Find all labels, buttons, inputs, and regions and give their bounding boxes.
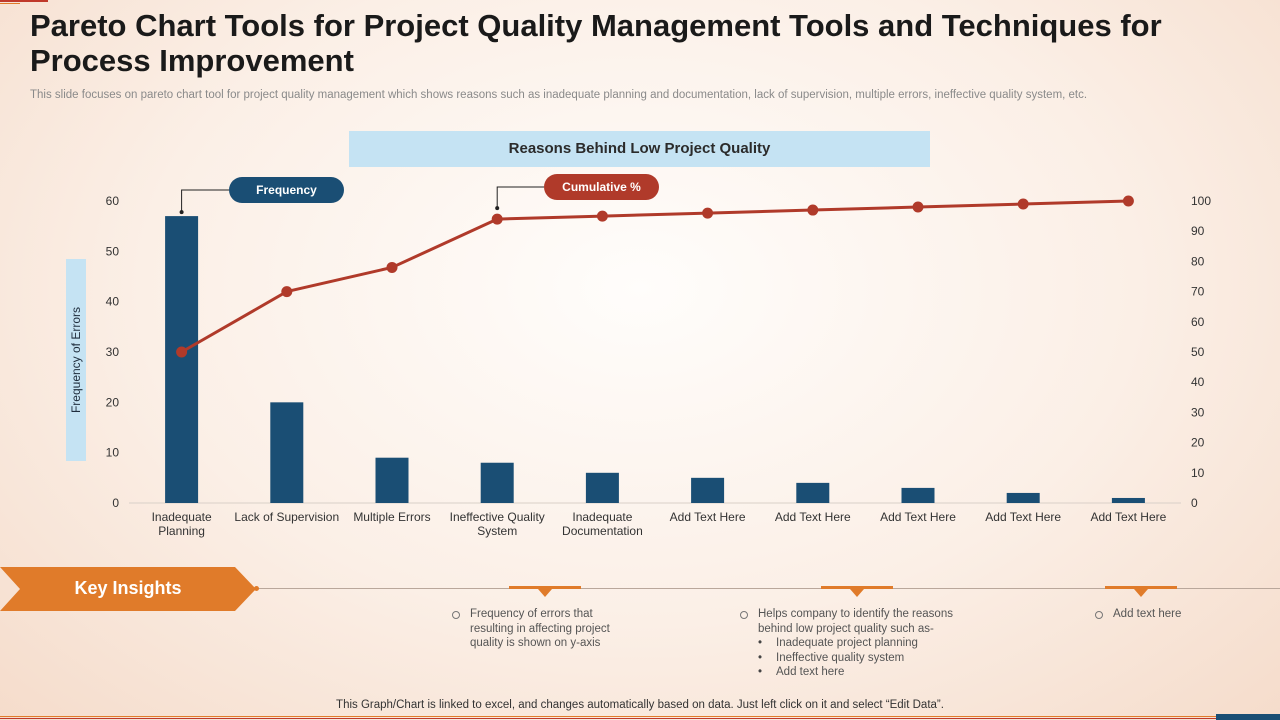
y-right-tick-label: 20 <box>1191 436 1205 450</box>
insight-2-line-2: behind low project quality such as- <box>758 622 934 635</box>
insights-divider-dot <box>254 586 259 591</box>
x-tick-label: Documentation <box>562 524 643 538</box>
cumulative-point <box>386 261 398 273</box>
y-right-tick-label: 30 <box>1191 405 1205 419</box>
frequency-callout: Frequency <box>229 177 344 203</box>
cumulative-point <box>807 204 819 216</box>
insight-2-line-1: Helps company to identify the reasons <box>758 608 953 620</box>
insight-marker-3 <box>1105 586 1177 597</box>
y-axis-label-box: Frequency of Errors <box>66 259 86 461</box>
frequency-bar <box>165 216 199 503</box>
x-tick-label: Add Text Here <box>880 510 956 524</box>
frequency-bar <box>585 472 619 503</box>
y-left-tick-label: 40 <box>106 295 120 309</box>
insight-2-bullet-3: Add text here <box>740 665 1040 680</box>
footer-rule <box>0 716 1280 717</box>
y-right-tick-label: 100 <box>1191 194 1211 208</box>
x-tick-label: Lack of Supervision <box>234 510 339 524</box>
frequency-bar <box>480 462 514 503</box>
key-insights-heading: Key Insights <box>74 578 182 598</box>
insight-1-line-2: resulting in affecting project <box>470 622 610 635</box>
y-left-tick-label: 30 <box>106 345 120 359</box>
footer-rule-2 <box>0 718 1280 719</box>
y-left-tick-label: 20 <box>106 395 120 409</box>
x-tick-label: Inadequate <box>152 510 212 524</box>
y-left-tick-label: 0 <box>112 496 119 510</box>
cumulative-point <box>491 213 503 225</box>
x-tick-label: Inadequate <box>572 510 632 524</box>
y-right-tick-label: 80 <box>1191 254 1205 268</box>
cumulative-callout: Cumulative % <box>544 174 659 200</box>
y-right-tick-label: 10 <box>1191 466 1205 480</box>
top-accent <box>0 0 48 4</box>
frequency-bar <box>1006 492 1040 503</box>
y-right-tick-label: 70 <box>1191 285 1205 299</box>
insight-1-line-3: quality is shown on y-axis <box>470 637 601 649</box>
insight-1-line-1: Frequency of errors that <box>470 608 593 620</box>
x-tick-label: Add Text Here <box>775 510 851 524</box>
insight-2-text: Helps company to identify the reasons be… <box>740 607 1040 636</box>
footer-note: This Graph/Chart is linked to excel, and… <box>336 699 944 711</box>
insight-3-text: Add text here <box>1095 607 1265 622</box>
cumulative-point <box>1017 198 1029 210</box>
cumulative-line <box>180 199 1129 354</box>
frequency-bar <box>1111 497 1145 503</box>
insight-marker-2 <box>821 586 893 597</box>
cumulative-point <box>912 201 924 213</box>
x-tick-label: Multiple Errors <box>353 510 430 524</box>
y-right-tick-label: 0 <box>1191 496 1198 510</box>
frequency-bar <box>691 477 725 503</box>
y-left-tick-label: 10 <box>106 446 120 460</box>
insight-col-1: Frequency of errors that resulting in af… <box>452 607 692 651</box>
cumulative-connector <box>496 186 544 209</box>
insight-col-2: Helps company to identify the reasons be… <box>740 607 1040 680</box>
y-right-tick-label: 40 <box>1191 375 1205 389</box>
x-tick-label: Planning <box>158 524 205 538</box>
key-insights-banner: Key Insights <box>0 567 256 611</box>
frequency-bar <box>901 487 935 503</box>
page-title: Pareto Chart Tools for Project Quality M… <box>30 8 1162 78</box>
y-left-tick-label: 60 <box>106 194 120 208</box>
x-tick-label: System <box>477 524 517 538</box>
y-right-tick-label: 60 <box>1191 315 1205 329</box>
x-tick-label: Add Text Here <box>670 510 746 524</box>
cumulative-point <box>176 346 188 358</box>
y-right-tick-label: 50 <box>1191 345 1205 359</box>
insight-2-bullet-2: Ineffective quality system <box>740 651 1040 666</box>
frequency-bar <box>270 402 304 503</box>
frequency-bar <box>796 482 830 503</box>
insight-marker-1 <box>509 586 581 597</box>
frequency-connector-dot <box>179 210 184 215</box>
page-subtitle: This slide focuses on pareto chart tool … <box>30 89 1088 101</box>
footer-block <box>1216 714 1280 720</box>
cumulative-point <box>1122 195 1134 207</box>
y-left-tick-label: 50 <box>106 244 120 258</box>
insight-1-text: Frequency of errors that resulting in af… <box>452 607 692 651</box>
insights-divider <box>256 588 1280 589</box>
cumulative-point <box>281 286 293 298</box>
x-tick-label: Add Text Here <box>1090 510 1166 524</box>
x-tick-label: Add Text Here <box>985 510 1061 524</box>
y-right-tick-label: 90 <box>1191 224 1205 238</box>
insight-col-3: Add text here <box>1095 607 1265 622</box>
cumulative-point <box>596 210 608 222</box>
cumulative-connector-dot <box>495 206 500 211</box>
cumulative-point <box>702 207 714 219</box>
chart-title: Reasons Behind Low Project Quality <box>349 131 930 167</box>
frequency-connector <box>181 189 229 213</box>
x-tick-label: Ineffective Quality <box>450 510 545 524</box>
insight-2-bullet-1: Inadequate project planning <box>740 636 1040 651</box>
frequency-bar <box>375 457 409 503</box>
